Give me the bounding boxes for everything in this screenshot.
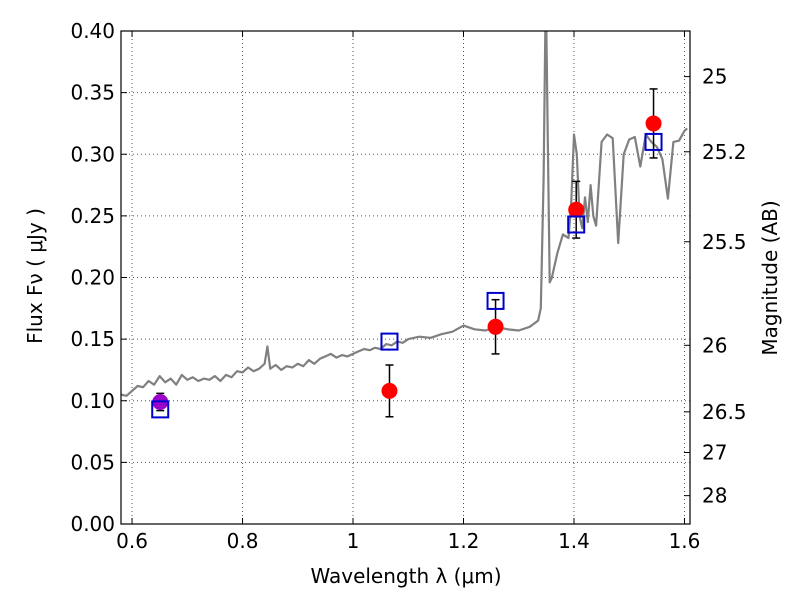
- model-photometry-box: [644, 132, 663, 151]
- model-photometry-box: [151, 400, 170, 419]
- x-tick-label: 1.4: [558, 529, 590, 553]
- observed-point: [645, 115, 662, 132]
- observed-point: [568, 201, 585, 218]
- x-tick-label: 0.8: [227, 529, 259, 553]
- y-tick-label: 0.30: [70, 142, 115, 166]
- y-right-tick-label: 26: [702, 333, 727, 357]
- model-photometry-box: [380, 332, 399, 351]
- y-right-tick-label: 28: [702, 484, 727, 508]
- x-tick-label: 1.6: [669, 529, 701, 553]
- x-tick-label: 1: [347, 529, 360, 553]
- y-right-tick-label: 27: [702, 441, 727, 465]
- model-photometry-box: [567, 215, 586, 234]
- y-right-tick-label: 25: [702, 65, 727, 89]
- y-right-tick-label: 26.5: [702, 400, 747, 424]
- y-tick-label: 0.15: [70, 327, 115, 351]
- y-right-tick-label: 25.2: [702, 140, 747, 164]
- x-tick-label: 1.2: [448, 529, 480, 553]
- x-tick-label: 0.6: [116, 529, 148, 553]
- y-tick-label: 0.20: [70, 266, 115, 290]
- y-tick-label: 0.35: [70, 81, 115, 105]
- y-tick-label: 0.00: [70, 512, 115, 536]
- axes-frame: [120, 30, 691, 525]
- y-right-tick-label: 25.5: [702, 230, 747, 254]
- y-tick-label: 0.05: [70, 450, 115, 474]
- observed-point: [487, 318, 504, 335]
- tick-labels: 0.6 0.8 1 1.2 1.4 1.6 0.00 0.05 0.10 0.15 0.20 0.25…: [70, 19, 746, 553]
- grid: [121, 30, 690, 525]
- model-photometry-box: [486, 291, 505, 310]
- x-axis-title: Wavelength λ (μm): [310, 564, 501, 588]
- y-tick-label: 0.10: [70, 389, 115, 413]
- y-axis-right-title: Magnitude (AB): [758, 200, 782, 355]
- y-tick-label: 0.40: [70, 19, 115, 43]
- model-spectrum-line: [121, 31, 688, 397]
- plot-area: [121, 31, 688, 419]
- y-axis-title: Flux Fν ( μJy ): [23, 208, 47, 344]
- observed-point: [381, 382, 398, 399]
- y-tick-label: 0.25: [70, 204, 115, 228]
